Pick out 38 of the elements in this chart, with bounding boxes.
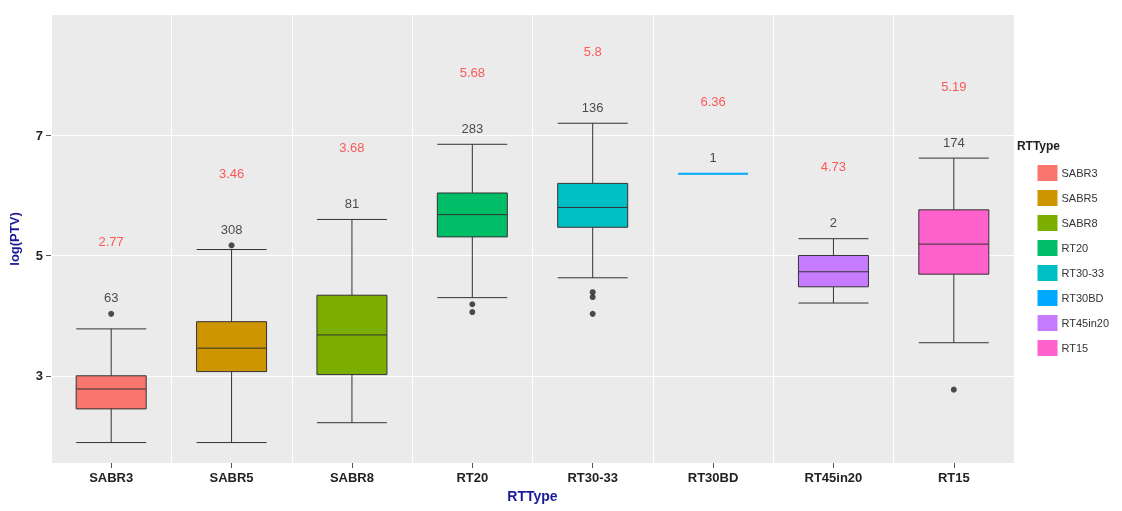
legend-label: SABR5 xyxy=(1061,192,1098,204)
legend-label: RT45in20 xyxy=(1061,317,1109,329)
x-tick-label: RT30BD xyxy=(687,470,739,485)
x-tick-label: RT20 xyxy=(456,470,489,485)
text: 5.19 xyxy=(941,78,967,94)
x-tick-label: RT30-33 xyxy=(567,470,618,485)
annotation: 1 xyxy=(709,150,717,166)
y-tick-label: 7 xyxy=(35,127,43,143)
x-tick-label: RT45in20 xyxy=(804,470,863,485)
text: 5.68 xyxy=(459,64,485,80)
x-tick-label: SABR3 xyxy=(89,470,134,485)
text: 5.8 xyxy=(583,43,602,59)
legend-label: SABR8 xyxy=(1061,217,1098,229)
annotation: 283 xyxy=(461,120,484,136)
text: 2.77 xyxy=(98,234,124,250)
y-tick-label: 5 xyxy=(35,248,43,264)
x-tick-label: SABR8 xyxy=(329,470,374,485)
text: 3.68 xyxy=(339,139,365,155)
legend-label: RT30BD xyxy=(1061,292,1104,304)
text: 4.73 xyxy=(820,159,847,175)
x-tick-label: SABR5 xyxy=(209,470,254,485)
text: 6.36 xyxy=(700,94,726,110)
legend-label: RT15 xyxy=(1061,342,1089,354)
annotation: 136 xyxy=(581,99,604,115)
text: 3.46 xyxy=(218,165,245,181)
y-tick-label: 3 xyxy=(35,368,43,384)
annotation: 174 xyxy=(942,134,965,150)
legend-label: RT20 xyxy=(1061,242,1089,254)
annotation: 63 xyxy=(103,290,119,306)
x-axis-title: RTType xyxy=(507,488,558,504)
y-axis-title: log(PTV) xyxy=(7,212,22,266)
legend-label: RT30-33 xyxy=(1061,267,1105,279)
annotation: 308 xyxy=(220,221,243,237)
legend-title: RTType xyxy=(1016,139,1061,153)
annotation: 2 xyxy=(829,215,838,231)
legend-label: SABR3 xyxy=(1061,167,1098,179)
x-tick-label: RT15 xyxy=(937,470,970,485)
annotation: 81 xyxy=(344,195,360,211)
